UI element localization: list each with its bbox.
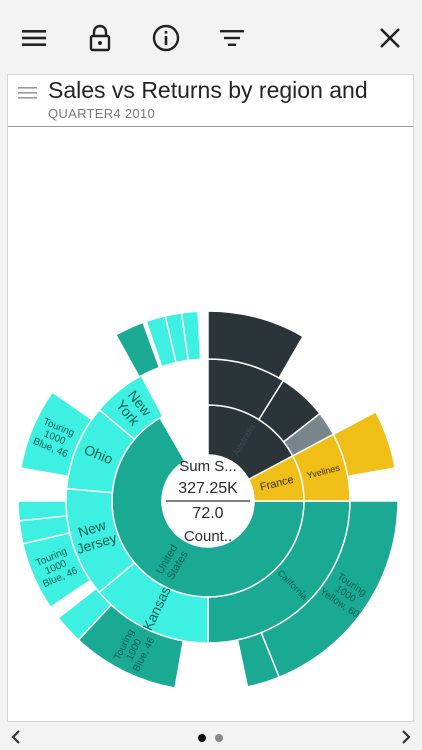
chevron-left-icon (11, 730, 20, 744)
lock-icon (89, 24, 111, 52)
center-measure1-label: Sum S... (179, 458, 237, 475)
ring3-segment-segment-3[interactable] (57, 587, 113, 642)
prev-page-button[interactable] (6, 726, 26, 748)
chart-subtitle: QUARTER4 2010 (48, 106, 155, 121)
page-dot-2[interactable] (215, 734, 223, 742)
ring3-segment-segment-11[interactable] (180, 310, 202, 362)
menu-button[interactable] (16, 20, 52, 56)
drag-handle-icon[interactable] (18, 85, 38, 101)
lock-button[interactable] (82, 20, 118, 56)
close-button[interactable] (372, 20, 408, 56)
filter-button[interactable] (214, 20, 250, 56)
center-measure2-value: 72.0 (192, 505, 223, 522)
ring3-segment-segment-13[interactable] (332, 410, 396, 478)
ring3-segment-segment-8[interactable] (114, 321, 161, 378)
chart-card: Sales vs Returns by region and QUARTER4 … (7, 74, 414, 722)
ring2-label-new-jersey-2: NewJersey (70, 514, 119, 556)
toolbar (0, 0, 422, 74)
ring2-segment-new-york-4[interactable] (98, 374, 164, 441)
filter-icon (220, 30, 244, 46)
center-measure2-label: Count.. (184, 528, 232, 545)
close-icon (380, 28, 400, 48)
ring3-segment-touring-1000-blue-46-7[interactable] (20, 390, 93, 478)
card-header: Sales vs Returns by region and QUARTER4 … (8, 75, 413, 127)
menu-icon (22, 30, 46, 46)
center-measure1-value: 327.25K (178, 480, 238, 497)
ring3-segment-segment-6[interactable] (17, 500, 68, 522)
info-icon (152, 24, 180, 52)
chart-title: Sales vs Returns by region and (48, 77, 368, 103)
pager (0, 726, 422, 750)
info-button[interactable] (148, 20, 184, 56)
sunburst-chart[interactable]: UnitedStatesAustraliaFranceCaliforniaKan… (8, 127, 413, 721)
ring3-segment-segment-12[interactable] (207, 310, 305, 380)
page-dot-1[interactable] (198, 734, 206, 742)
ring3-segment-segment-1[interactable] (236, 631, 281, 688)
chevron-right-icon (402, 730, 411, 744)
next-page-button[interactable] (396, 726, 416, 748)
